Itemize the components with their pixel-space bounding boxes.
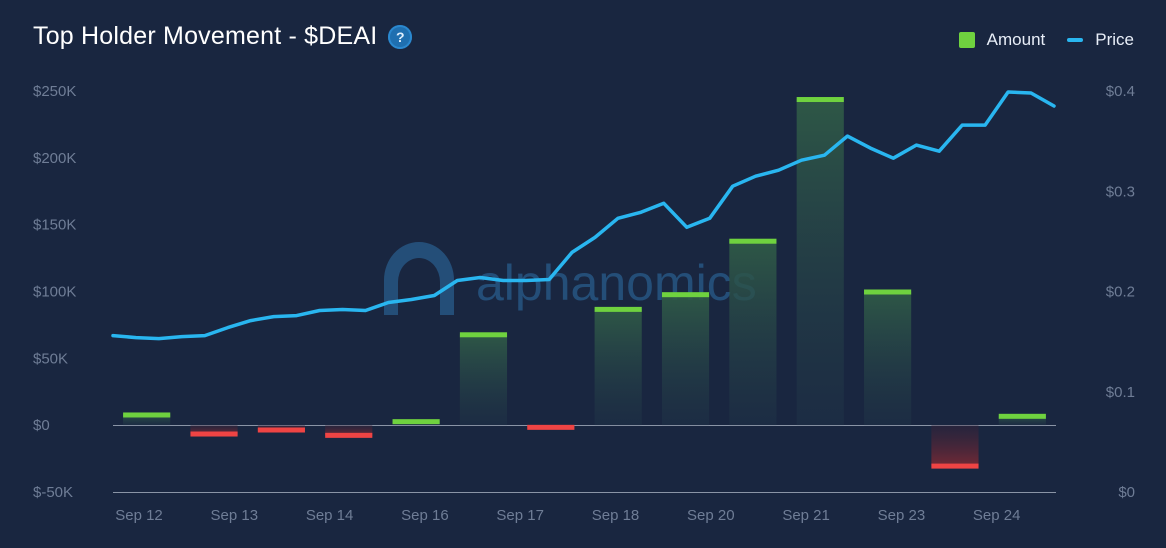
amount-bar-cap bbox=[729, 238, 777, 244]
amount-bar-cap bbox=[527, 424, 575, 430]
right-axis-tick-label: $0 bbox=[1118, 484, 1135, 501]
amount-bar-cap bbox=[190, 431, 238, 437]
watermark-logo-icon bbox=[384, 242, 454, 315]
axes bbox=[113, 425, 1056, 493]
legend-item-price[interactable]: Price bbox=[1067, 30, 1134, 50]
chart-title: Top Holder Movement - $DEAI ? bbox=[33, 22, 413, 51]
amount-bar bbox=[931, 425, 979, 467]
amount-bar bbox=[998, 415, 1046, 426]
watermark: alphanomics bbox=[384, 242, 757, 315]
left-axis-tick-label: $250K bbox=[33, 83, 76, 100]
chart-legend: Amount Price bbox=[937, 30, 1134, 50]
amount-bar-cap bbox=[864, 289, 912, 295]
watermark-text: alphanomics bbox=[476, 255, 757, 311]
x-axis-tick-label: Sep 20 bbox=[687, 507, 735, 524]
x-axis-ticks: Sep 12 Sep 13 Sep 14 Sep 16 Sep 17 Sep 18 Sep … bbox=[115, 507, 1020, 524]
x-axis-tick-label: Sep 21 bbox=[782, 507, 830, 524]
price-line bbox=[111, 90, 1056, 341]
legend-price-label: Price bbox=[1095, 30, 1134, 49]
amount-bar bbox=[190, 425, 238, 435]
amount-bar bbox=[661, 294, 710, 426]
right-axis-tick-label: $0.3 bbox=[1106, 183, 1135, 200]
x-axis-tick-label: Sep 14 bbox=[306, 507, 354, 524]
amount-bar-cap bbox=[257, 427, 305, 433]
amount-bar bbox=[459, 334, 508, 426]
price-swatch-icon bbox=[1067, 38, 1084, 42]
left-axis-ticks: $-50K $0 $50K $100K $150K $200K $250K bbox=[33, 83, 76, 501]
left-axis-tick-label: $150K bbox=[33, 217, 76, 234]
left-axis-tick-label: $-50K bbox=[33, 484, 73, 501]
left-axis-tick-label: $0 bbox=[33, 417, 50, 434]
left-axis-tick-label: $200K bbox=[33, 150, 76, 167]
amount-bar-cap bbox=[931, 463, 979, 469]
amount-bar-cap bbox=[594, 306, 642, 312]
right-axis-tick-label: $0.2 bbox=[1106, 284, 1135, 301]
amount-bar-cap bbox=[325, 432, 373, 438]
x-axis-tick-label: Sep 23 bbox=[878, 507, 926, 524]
right-axis-tick-label: $0.1 bbox=[1106, 384, 1135, 401]
amount-bar bbox=[123, 414, 171, 426]
right-axis-tick-label: $0.4 bbox=[1106, 83, 1135, 100]
amount-bar bbox=[796, 99, 844, 426]
left-axis-tick-label: $100K bbox=[33, 284, 76, 301]
x-axis-tick-label: Sep 24 bbox=[973, 507, 1021, 524]
amount-bar-cap bbox=[796, 97, 844, 103]
legend-amount-label: Amount bbox=[986, 30, 1046, 49]
question-mark-icon[interactable]: ? bbox=[388, 24, 413, 49]
amount-bar bbox=[729, 240, 777, 426]
x-axis-tick-label: Sep 16 bbox=[401, 507, 449, 524]
chart-title-text: Top Holder Movement - $DEAI bbox=[33, 22, 378, 50]
amount-bar bbox=[864, 291, 912, 426]
amount-bar-cap bbox=[392, 419, 440, 425]
x-axis-tick-label: Sep 13 bbox=[211, 507, 259, 524]
amount-bar-cap bbox=[661, 292, 710, 298]
amount-bar-cap bbox=[123, 412, 171, 418]
legend-item-amount[interactable]: Amount bbox=[958, 30, 1046, 50]
amount-bar-cap bbox=[459, 332, 508, 338]
x-axis-tick-label: Sep 12 bbox=[115, 507, 163, 524]
amount-swatch-icon bbox=[958, 32, 975, 48]
price-series-line bbox=[111, 90, 1056, 341]
amount-bars bbox=[123, 97, 1046, 469]
left-axis-tick-label: $50K bbox=[33, 350, 68, 367]
x-axis-tick-label: Sep 17 bbox=[496, 507, 544, 524]
amount-bar-cap bbox=[998, 413, 1046, 419]
x-axis-tick-label: Sep 18 bbox=[592, 507, 640, 524]
amount-bar bbox=[594, 308, 642, 426]
right-axis-ticks: $0 $0.1 $0.2 $0.3 $0.4 bbox=[1106, 83, 1135, 501]
amount-bar bbox=[325, 425, 373, 436]
